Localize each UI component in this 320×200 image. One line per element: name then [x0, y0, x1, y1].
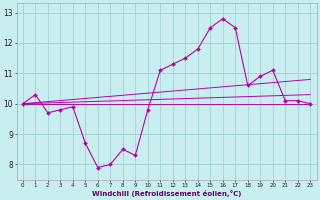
X-axis label: Windchill (Refroidissement éolien,°C): Windchill (Refroidissement éolien,°C)	[92, 190, 241, 197]
